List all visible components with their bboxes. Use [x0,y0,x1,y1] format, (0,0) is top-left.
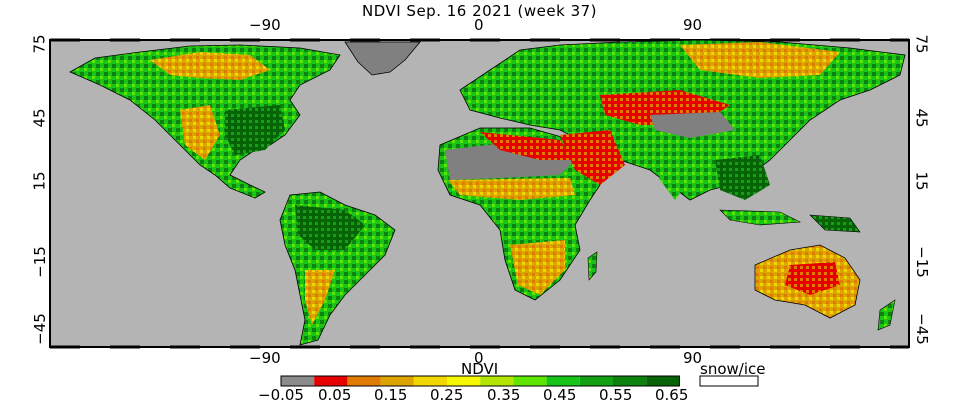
snow-ice-swatch [699,375,759,387]
legend-swatch-2 [347,376,381,386]
se-asia [715,155,770,200]
lon-label-top-90: 90 [683,16,703,34]
legend-tick-0: −0.05 [258,386,304,404]
madagascar [587,251,598,281]
lat-label-left-45: 45 [30,108,49,128]
legend-tick-2: 0.15 [374,386,408,404]
lon-label-bottom-0: 0 [474,349,484,367]
map-title: NDVI Sep. 16 2021 (week 37) [361,2,598,20]
us-east [225,105,285,155]
india [650,148,700,200]
southern-africa-dry [510,240,565,295]
new-guinea [809,214,861,233]
us-west-dry [180,105,220,160]
legend-title: NDVI [461,360,499,378]
lat-label-right-75: 75 [912,34,931,54]
legend-swatch-11 [646,376,680,386]
sa-south-dry [305,270,335,325]
legend-tick-1: 0.05 [318,386,352,404]
lon-label-top-0: 0 [474,16,484,34]
snow-ice-label: snow/ice [700,360,766,378]
lon-label-bottom-90: 90 [683,349,703,367]
lat-label-left-15: 15 [30,171,49,191]
legend-tick-5: 0.45 [543,386,577,404]
sahel [448,178,575,200]
legend-swatch-8 [546,376,580,386]
legend-color-bar [280,375,680,387]
lat-label-left-neg15: −15 [30,246,49,278]
lon-label-top-neg90: −90 [249,16,281,34]
amazon [295,205,365,250]
tibet-missing [650,112,735,138]
na-dry [150,52,270,80]
lat-label-left-75: 75 [30,34,49,54]
legend-swatch-0 [281,376,315,386]
lat-label-left-neg45: −45 [30,313,49,345]
legend-swatch-4 [413,376,447,386]
lon-label-bottom-neg90: −90 [249,349,281,367]
indonesia [719,209,802,226]
middle-east [560,130,625,185]
legend-swatch-1 [314,376,348,386]
new-zealand [877,299,896,331]
legend-tick-6: 0.55 [599,386,633,404]
greenland [344,41,421,76]
siberia-dry [680,42,840,78]
legend-swatch-3 [380,376,414,386]
frame-ticks [50,38,909,349]
legend-tick-4: 0.35 [487,386,521,404]
lat-label-right-neg15: −15 [912,246,931,278]
australia-arid [785,262,840,295]
legend-swatch-5 [447,376,481,386]
sahara-edge [480,132,575,160]
legend-swatch-10 [613,376,647,386]
legend-tick-7: 0.65 [655,386,689,404]
lat-label-right-15: 15 [912,171,931,191]
legend-swatch-9 [579,376,613,386]
lat-label-right-neg45: −45 [912,313,931,345]
lat-label-right-45: 45 [912,108,931,128]
legend-swatch-6 [480,376,514,386]
legend-border [280,375,680,387]
legend-swatch-7 [513,376,547,386]
legend-tick-3: 0.25 [430,386,464,404]
